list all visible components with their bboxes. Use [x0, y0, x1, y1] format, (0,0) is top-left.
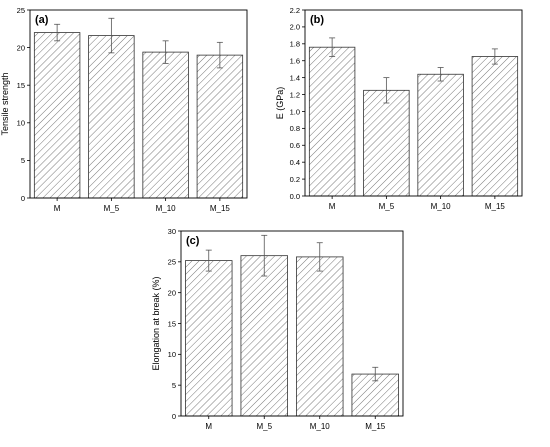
y-tick-label: 25	[17, 6, 25, 15]
y-axis-label: E (GPa)	[275, 87, 285, 120]
y-tick-label: 10	[168, 350, 176, 359]
x-tick-label: M_15	[210, 204, 231, 213]
x-tick-label: M_10	[156, 204, 177, 213]
x-tick-label: M_5	[379, 202, 395, 211]
bar-m	[33, 32, 81, 199]
y-tick-label: 0.6	[290, 141, 300, 150]
bar-m-15	[471, 56, 519, 197]
x-tick-label: M_10	[431, 202, 452, 211]
y-tick-label: 0.2	[290, 175, 300, 184]
y-tick-label: 0.8	[290, 124, 300, 133]
bar-m	[308, 46, 356, 197]
y-tick-label: 0.0	[290, 192, 300, 201]
panel-label: (a)	[35, 14, 49, 26]
plot-frame	[29, 9, 248, 199]
y-tick-label: 5	[21, 156, 25, 165]
panel-label: (b)	[310, 14, 324, 26]
bar-m-10	[142, 51, 189, 199]
y-tick-label: 0	[21, 194, 25, 203]
bar-m	[185, 260, 233, 417]
plot-frame	[180, 230, 404, 417]
y-tick-label: 20	[17, 43, 25, 52]
y-axis-label: Tensile strength	[0, 72, 10, 135]
x-tick-label: M_5	[104, 204, 120, 213]
x-tick-label: M_10	[310, 422, 331, 431]
plot-frame	[304, 9, 523, 197]
x-tick-label: M	[54, 204, 61, 213]
bar-m-10	[296, 256, 344, 417]
y-tick-label: 5	[172, 381, 176, 390]
y-tick-label: 0	[172, 412, 176, 421]
y-tick-label: 0.4	[290, 158, 300, 167]
y-tick-label: 1.8	[290, 40, 300, 49]
y-tick-label: 20	[168, 288, 176, 297]
x-tick-label: M_5	[256, 422, 272, 431]
y-tick-label: 30	[168, 227, 176, 236]
y-tick-label: 1.6	[290, 57, 300, 66]
y-tick-label: 1.2	[290, 90, 300, 99]
y-tick-label: 15	[168, 319, 176, 328]
y-tick-label: 15	[17, 81, 25, 90]
bar-m-5	[88, 35, 135, 199]
bar-m-5	[240, 255, 288, 417]
y-tick-label: 2.0	[290, 23, 300, 32]
y-tick-label: 1.0	[290, 107, 300, 116]
y-tick-label: 2.2	[290, 6, 300, 15]
bar-m-5	[363, 89, 410, 197]
x-tick-label: M	[205, 422, 212, 431]
x-tick-label: M	[329, 202, 336, 211]
y-tick-label: 10	[17, 119, 25, 128]
x-tick-label: M_15	[485, 202, 506, 211]
y-tick-label: 25	[168, 258, 176, 267]
y-tick-label: 1.4	[290, 73, 300, 82]
panel-label: (c)	[186, 235, 200, 247]
bar-m-15	[196, 54, 244, 199]
x-tick-label: M_15	[365, 422, 386, 431]
bar-m-10	[417, 73, 464, 197]
y-axis-label: Elongation at break (%)	[151, 276, 161, 370]
